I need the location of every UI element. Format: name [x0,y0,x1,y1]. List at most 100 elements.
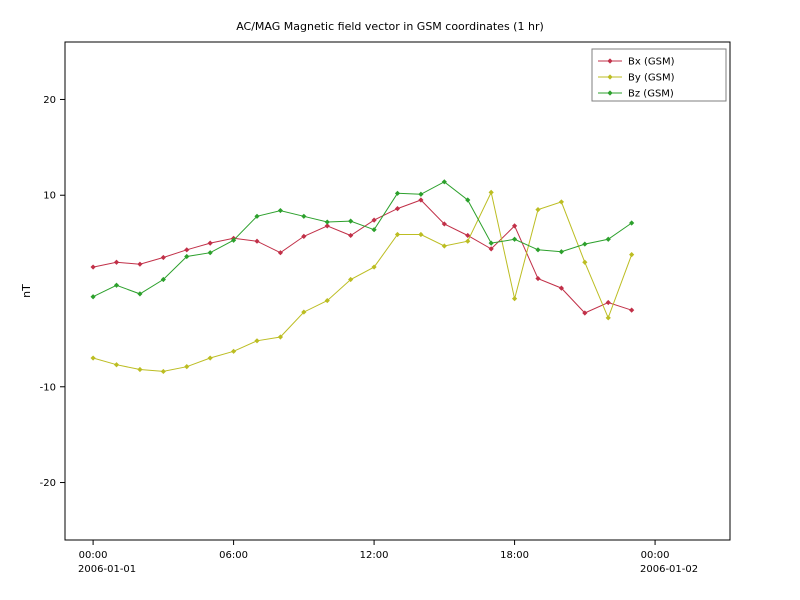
y-tick-label: -10 [40,382,56,393]
data-point-marker [230,237,237,243]
data-point-marker [371,227,377,233]
series-bz-gsm- [90,179,635,300]
x-tick-date-label: 2006-01-02 [640,564,698,575]
data-point-marker [301,309,307,315]
x-tick-label: 12:00 [360,550,389,561]
x-tick-label: 18:00 [500,550,529,561]
data-point-marker [371,264,377,270]
data-point-marker [137,291,143,297]
data-point-marker [160,276,166,283]
data-point-marker [582,241,588,247]
data-point-marker [535,275,541,282]
data-point-marker [465,232,471,239]
x-tick-label: 06:00 [219,550,248,561]
data-point-marker [90,355,96,361]
data-point-marker [558,199,565,205]
series-by-gsm- [90,189,635,375]
data-point-marker [277,207,284,214]
data-point-marker [535,206,541,213]
data-point-marker [488,189,494,195]
data-point-marker [207,355,213,361]
x-tick-date-label: 2006-01-01 [78,564,136,575]
data-point-marker [113,362,120,368]
legend: Bx (GSM) By (GSM) Bz (GSM) [591,48,727,102]
data-point-marker [511,296,518,302]
y-tick-label: 10 [43,191,56,202]
data-point-marker [582,259,588,265]
data-point-marker [160,254,166,261]
data-point-marker [207,240,213,246]
data-point-marker [629,220,635,226]
data-point-marker [184,364,190,370]
data-point-marker [418,231,424,238]
data-point-marker [582,310,588,316]
data-point-marker [465,238,471,244]
data-point-marker [137,366,143,373]
data-point-marker [441,179,447,185]
data-point-marker [160,368,166,375]
data-point-marker [605,315,611,321]
data-point-marker [254,238,260,244]
data-point-marker [441,221,447,227]
data-point-marker [629,252,635,258]
data-point-marker [113,259,120,265]
y-tick-label: 20 [43,95,56,106]
data-point-marker [605,299,611,306]
series-line [92,190,633,372]
data-point-marker [348,232,354,239]
data-point-marker [418,197,424,203]
data-point-marker [301,233,307,240]
plot-area: 20 10 -10 -20 00:00 2006-01-01 06:00 12:00 18:00… [40,41,731,575]
legend-label: Bz (GSM) [628,89,674,100]
series-line [92,199,632,314]
x-tick-label: 00:00 [641,550,670,561]
data-point-marker [90,294,96,300]
data-point-marker [348,218,354,224]
legend-label: By (GSM) [628,73,675,84]
data-point-marker [558,249,565,255]
data-point-marker [277,250,284,256]
data-point-marker [277,334,284,340]
data-point-marker [418,191,424,197]
data-point-marker [324,219,330,225]
data-point-marker [394,206,401,212]
data-point-marker [254,338,260,344]
data-point-marker [371,217,377,223]
legend-marker [607,74,613,80]
data-point-marker [254,213,260,219]
series-line [92,181,632,298]
data-point-marker [348,276,354,283]
data-point-marker [465,197,471,203]
legend-label: Bx (GSM) [628,57,675,68]
data-point-marker [488,246,494,252]
data-point-marker [207,250,213,256]
data-point-marker [535,247,541,253]
chart-title: AC/MAG Magnetic field vector in GSM coor… [236,20,544,33]
legend-marker [607,58,613,64]
y-tick-label: -20 [40,478,56,489]
data-point-marker [90,264,96,270]
data-point-marker [184,253,190,260]
y-axis-label: nT [20,284,33,298]
data-point-marker [441,243,447,249]
series-bx-gsm- [90,197,635,316]
data-point-marker [184,247,190,253]
data-point-marker [230,348,237,354]
plot-frame [64,41,731,541]
data-point-marker [113,282,120,288]
legend-marker [607,90,613,96]
data-point-marker [558,285,565,291]
data-point-marker [488,240,494,246]
data-point-marker [394,190,401,196]
data-point-marker [301,213,307,219]
data-point-marker [605,236,611,242]
data-point-marker [324,223,330,229]
data-point-marker [629,307,635,313]
data-point-marker [511,236,518,242]
data-point-marker [324,297,330,304]
legend-box [591,48,727,102]
data-point-marker [394,231,401,238]
data-point-marker [511,223,518,229]
data-point-marker [137,261,143,267]
